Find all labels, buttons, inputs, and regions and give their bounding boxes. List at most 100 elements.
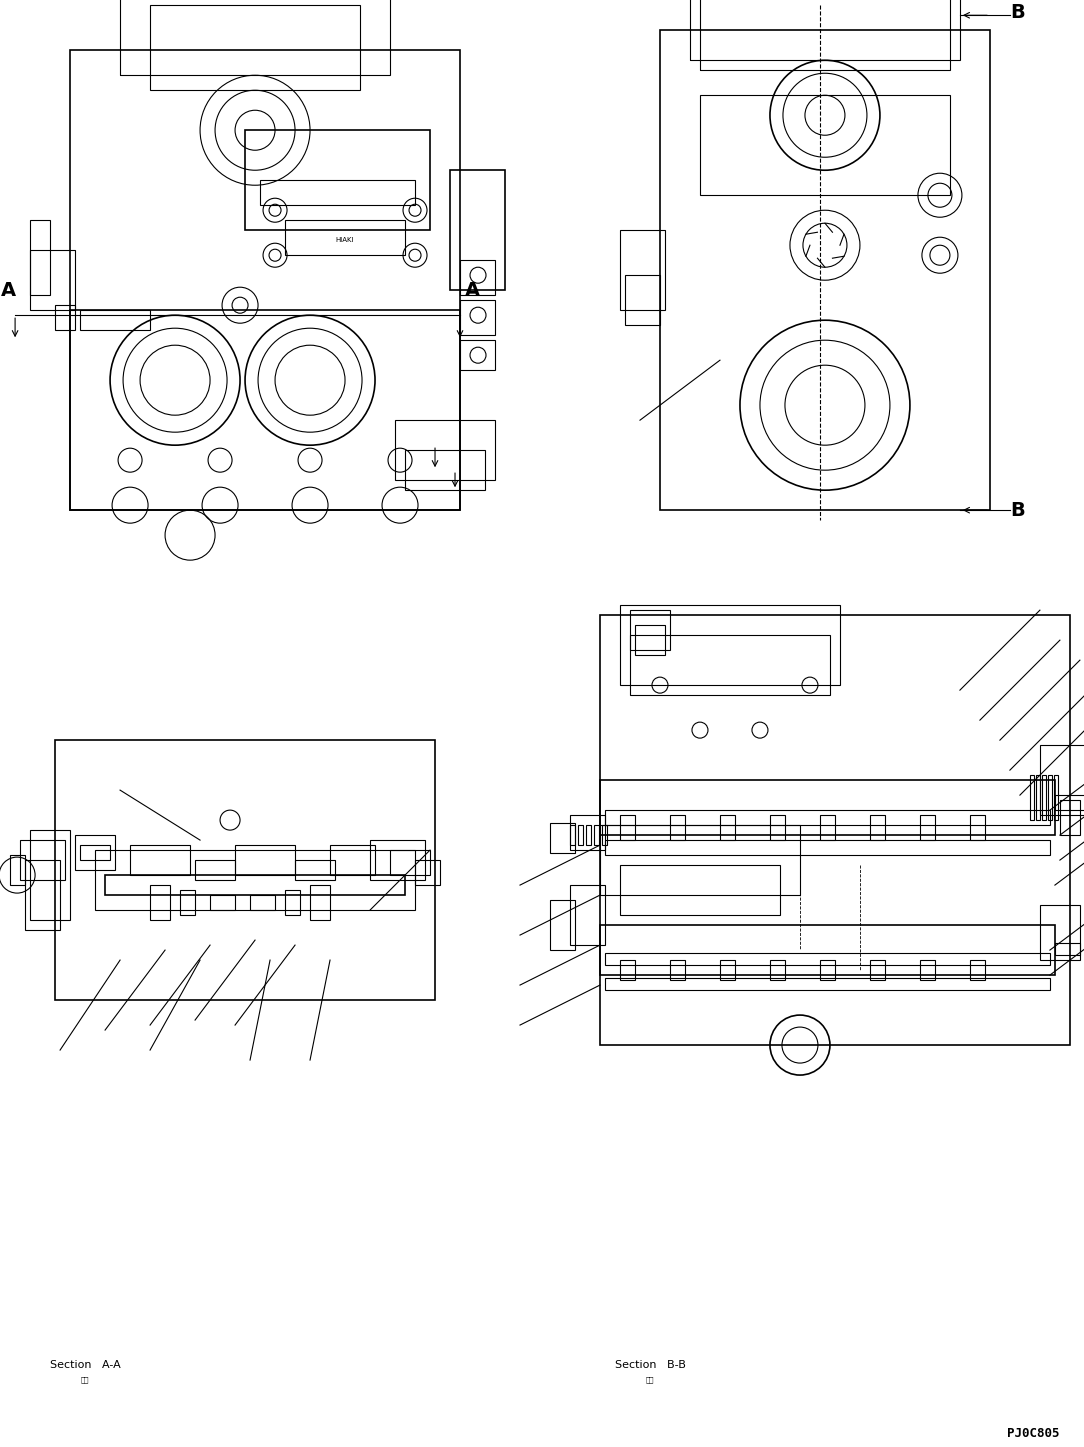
Bar — [245, 130, 430, 230]
Bar — [1040, 904, 1080, 961]
Bar — [620, 815, 635, 841]
Bar — [150, 6, 360, 90]
Bar — [1048, 776, 1051, 820]
Bar — [1036, 776, 1040, 820]
Bar — [1042, 776, 1046, 820]
Bar — [605, 954, 1050, 965]
Bar — [1055, 943, 1080, 955]
Bar — [1060, 800, 1080, 835]
Bar — [1030, 776, 1034, 820]
Bar — [820, 961, 835, 980]
Bar — [620, 865, 780, 915]
Bar — [195, 860, 235, 880]
Bar — [95, 849, 415, 910]
Bar — [250, 896, 275, 910]
Bar — [70, 310, 460, 511]
Bar — [550, 823, 575, 854]
Bar — [700, 0, 950, 71]
Bar — [395, 420, 495, 480]
Bar — [450, 171, 505, 291]
Bar — [770, 815, 785, 841]
Bar — [80, 310, 150, 330]
Bar — [720, 815, 735, 841]
Bar — [594, 825, 599, 845]
Bar — [80, 845, 111, 860]
Bar — [370, 841, 425, 880]
Bar — [578, 825, 583, 845]
Bar — [620, 230, 664, 310]
Bar — [635, 625, 664, 655]
Bar — [180, 890, 195, 915]
Text: Section   B-B: Section B-B — [615, 1360, 685, 1370]
Bar — [599, 825, 800, 896]
Bar — [970, 961, 985, 980]
Bar — [25, 860, 60, 930]
Bar — [599, 615, 1070, 1045]
Text: A: A — [0, 281, 15, 300]
Bar — [310, 886, 330, 920]
Bar — [630, 635, 830, 695]
Bar — [970, 815, 985, 841]
Bar — [586, 825, 591, 845]
Bar — [30, 250, 75, 310]
Bar — [691, 0, 960, 61]
Bar — [210, 896, 235, 910]
Bar — [260, 181, 415, 205]
Bar — [30, 220, 50, 295]
Bar — [770, 961, 785, 980]
Bar — [415, 860, 440, 886]
Bar — [602, 825, 607, 845]
Bar — [720, 961, 735, 980]
Bar — [70, 51, 460, 511]
Bar — [10, 855, 25, 886]
Bar — [330, 845, 375, 875]
Text: PJ0C805: PJ0C805 — [1007, 1427, 1060, 1440]
Bar — [670, 961, 685, 980]
Bar — [75, 835, 115, 870]
Bar — [700, 96, 950, 195]
Text: B: B — [1010, 3, 1024, 22]
Bar — [625, 275, 660, 326]
Text: Section   A-A: Section A-A — [50, 1360, 120, 1370]
Bar — [295, 860, 335, 880]
Bar — [460, 300, 495, 336]
Bar — [605, 841, 1050, 855]
Bar — [460, 340, 495, 370]
Bar — [570, 825, 575, 845]
Bar — [30, 831, 70, 920]
Text: 断面: 断面 — [81, 1376, 89, 1383]
Bar — [150, 886, 170, 920]
Text: B: B — [1010, 501, 1024, 519]
Bar — [660, 30, 990, 511]
Bar — [105, 875, 405, 896]
Bar — [1054, 776, 1058, 820]
Bar — [605, 978, 1050, 990]
Bar — [405, 450, 485, 491]
Bar — [460, 260, 495, 295]
Bar — [130, 845, 190, 875]
Bar — [1055, 794, 1084, 810]
Text: A: A — [464, 281, 479, 300]
Bar — [390, 849, 430, 875]
Bar — [605, 810, 1050, 825]
Bar — [870, 961, 885, 980]
Bar — [1040, 745, 1084, 815]
Text: 断面: 断面 — [646, 1376, 655, 1383]
Bar — [670, 815, 685, 841]
Bar — [599, 780, 1055, 835]
Bar — [120, 0, 390, 75]
Bar — [55, 739, 435, 1000]
Bar — [920, 815, 934, 841]
Bar — [920, 961, 934, 980]
Bar — [235, 845, 295, 875]
Bar — [285, 220, 405, 255]
Bar — [620, 961, 635, 980]
Bar — [599, 925, 1055, 975]
Bar — [550, 900, 575, 951]
Bar — [285, 890, 300, 915]
Bar — [630, 611, 670, 650]
Bar — [55, 305, 75, 330]
Bar — [870, 815, 885, 841]
Bar — [820, 815, 835, 841]
Bar — [570, 886, 605, 945]
